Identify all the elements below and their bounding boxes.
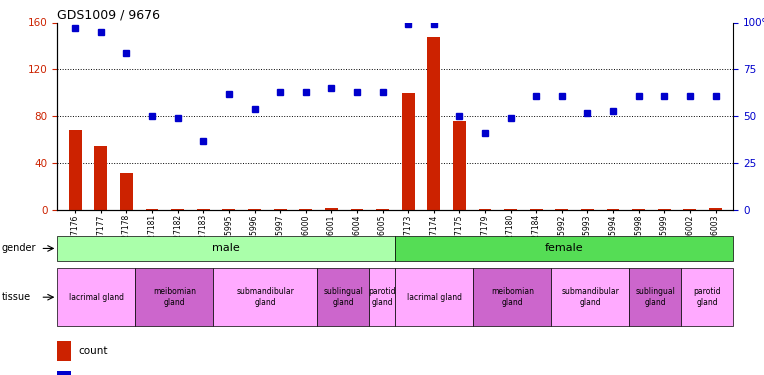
Bar: [146, 209, 158, 210]
Bar: [684, 209, 696, 210]
Bar: [274, 209, 286, 210]
Bar: [299, 209, 312, 210]
Text: lacrimal gland: lacrimal gland: [69, 292, 124, 302]
Bar: [478, 209, 491, 210]
Bar: [504, 209, 517, 210]
Bar: [581, 209, 594, 210]
Bar: [396, 268, 474, 326]
Bar: [248, 209, 261, 210]
Bar: [317, 268, 369, 326]
Text: meibomian
gland: meibomian gland: [153, 288, 196, 307]
Bar: [555, 209, 568, 210]
Bar: [351, 209, 364, 210]
Bar: [709, 208, 722, 210]
Bar: [396, 236, 733, 261]
Bar: [325, 208, 338, 210]
Text: sublingual
gland: sublingual gland: [636, 288, 675, 307]
Text: submandibular
gland: submandibular gland: [236, 288, 294, 307]
Text: parotid
gland: parotid gland: [694, 288, 721, 307]
Bar: [213, 268, 317, 326]
Text: parotid
gland: parotid gland: [368, 288, 397, 307]
Bar: [222, 209, 235, 210]
Text: male: male: [212, 243, 240, 254]
Text: lacrimal gland: lacrimal gland: [407, 292, 462, 302]
Bar: [135, 268, 213, 326]
Bar: [529, 209, 542, 210]
Text: female: female: [545, 243, 584, 254]
Text: sublingual
gland: sublingual gland: [323, 288, 364, 307]
Text: gender: gender: [2, 243, 36, 254]
Bar: [69, 130, 82, 210]
Text: submandibular
gland: submandibular gland: [562, 288, 620, 307]
Text: count: count: [79, 346, 108, 356]
Text: GDS1009 / 9676: GDS1009 / 9676: [57, 8, 160, 21]
Bar: [369, 268, 396, 326]
Text: tissue: tissue: [2, 292, 31, 302]
Bar: [376, 209, 389, 210]
Bar: [427, 37, 440, 210]
Bar: [630, 268, 681, 326]
Bar: [57, 371, 70, 375]
Bar: [402, 93, 415, 210]
Bar: [607, 209, 620, 210]
Bar: [120, 172, 133, 210]
Text: meibomian
gland: meibomian gland: [491, 288, 534, 307]
Bar: [171, 209, 184, 210]
Bar: [57, 341, 70, 361]
Bar: [57, 268, 135, 326]
Bar: [552, 268, 630, 326]
Bar: [197, 209, 209, 210]
Bar: [633, 209, 645, 210]
Bar: [453, 121, 466, 210]
Bar: [681, 268, 733, 326]
Bar: [95, 146, 107, 210]
Bar: [57, 236, 396, 261]
Bar: [658, 209, 671, 210]
Bar: [474, 268, 552, 326]
